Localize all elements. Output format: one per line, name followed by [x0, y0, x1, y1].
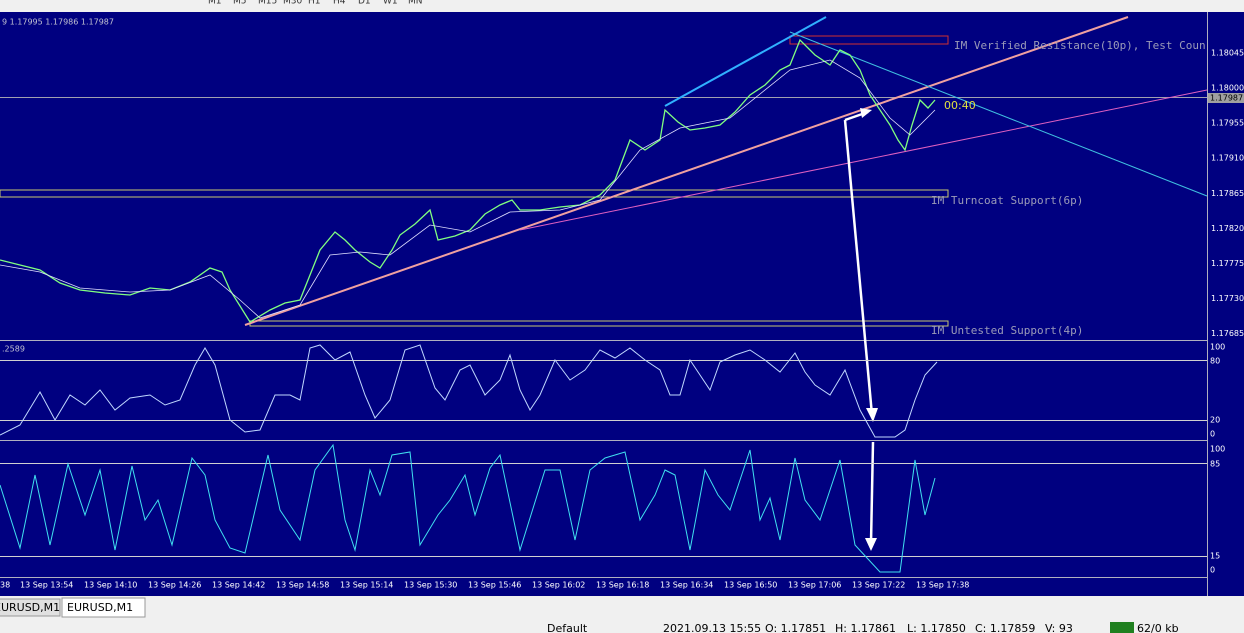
annotation-arrow — [843, 119, 874, 416]
price-label: 1.18000 — [1211, 84, 1244, 93]
trend-line — [664, 16, 827, 107]
trend-line — [789, 31, 1208, 197]
resistance-zone — [789, 35, 949, 45]
timeframe-button: M15 — [258, 0, 277, 7]
time-label: 13 Sep 14:42 — [212, 581, 265, 590]
price-label: 1.17820 — [1211, 224, 1244, 233]
time-label: 13 Sep 17:38 — [916, 581, 969, 590]
time-label: 13 Sep 16:18 — [596, 581, 649, 590]
timeframe-button: W1 — [383, 0, 398, 7]
trend-line — [244, 16, 1129, 326]
time-label: 13 Sep 16:50 — [724, 581, 777, 590]
status-item: 62/0 kb — [1137, 622, 1179, 633]
time-label: 13 Sep 16:34 — [660, 581, 713, 590]
time-label: 13 Sep 17:22 — [852, 581, 905, 590]
zone-label: IM Turncoat Support(6p) — [931, 194, 1083, 207]
price-label: 1.17910 — [1211, 154, 1244, 163]
status-item: H: 1.17861 — [835, 622, 896, 633]
timeframe-button: H4 — [333, 0, 346, 7]
trend-line — [519, 89, 1208, 231]
osc-axis-label: 80 — [1210, 357, 1220, 366]
status-item: O: 1.17851 — [765, 622, 826, 633]
price-label: 1.17685 — [1211, 329, 1244, 338]
time-label: 13 Sep 15:46 — [468, 581, 521, 590]
connection-indicator — [1110, 622, 1134, 633]
price-label: 1.18045 — [1211, 49, 1244, 58]
price-label: 1.17865 — [1211, 189, 1244, 198]
timeframe-button: MN — [408, 0, 423, 7]
bottom-panel — [0, 597, 1244, 633]
countdown: 00:40 — [944, 99, 976, 112]
oscillator-line — [0, 344, 938, 438]
time-label: 13 Sep 14:58 — [276, 581, 329, 590]
indicator-label: .2589 — [2, 345, 25, 354]
moving-average — [0, 59, 936, 319]
arrow-head — [866, 408, 878, 422]
time-label: 13 Sep 14:26 — [148, 581, 201, 590]
time-label: 13 Sep 14:10 — [84, 581, 137, 590]
osc-axis-label: 20 — [1210, 416, 1220, 425]
tab — [0, 598, 61, 617]
status-item: C: 1.17859 — [975, 622, 1035, 633]
tab-label: EURUSD,M1 — [0, 601, 60, 614]
osc-axis-label: 85 — [1210, 460, 1220, 469]
ohlc-info: 9 1.17995 1.17986 1.17987 — [2, 18, 114, 27]
status-item: V: 93 — [1045, 622, 1073, 633]
time-label: 13 Sep 16:02 — [532, 581, 585, 590]
arrow-head — [860, 108, 872, 118]
status-item: Default — [547, 622, 588, 633]
price-marker — [1208, 93, 1244, 103]
annotation-arrow — [869, 441, 875, 544]
zone-label: IM Verified Resistance(10p), Test Coun — [954, 39, 1206, 52]
time-label: 13 Sep 13:54 — [20, 581, 73, 590]
price-label: 1.17730 — [1211, 294, 1244, 303]
osc-axis-label: 0 — [1210, 566, 1215, 575]
timeframe-button: M5 — [233, 0, 247, 7]
support-zone — [0, 189, 949, 198]
timeframe-button: M1 — [208, 0, 222, 7]
time-label: 38 — [0, 581, 10, 590]
status-item: 2021.09.13 15:55 — [663, 622, 761, 633]
time-label: 13 Sep 17:06 — [788, 581, 841, 590]
price-label: 1.17955 — [1211, 119, 1244, 128]
arrow-head — [865, 538, 877, 551]
osc-axis-label: 100 — [1210, 445, 1225, 454]
current-price: 1.17987 — [1210, 94, 1243, 103]
osc-axis-label: 0 — [1210, 430, 1215, 439]
timeframe-button: D1 — [358, 0, 371, 7]
tab-label: EURUSD,M1 — [67, 601, 133, 614]
toolbar — [0, 0, 1244, 12]
osc-axis-label: 100 — [1210, 343, 1225, 352]
time-label: 13 Sep 15:30 — [404, 581, 457, 590]
osc-axis-label: 15 — [1210, 552, 1220, 561]
price-label: 1.17775 — [1211, 259, 1244, 268]
chart-area — [0, 12, 1244, 596]
time-label: 13 Sep 15:14 — [340, 581, 393, 590]
timeframe-button: H1 — [308, 0, 321, 7]
status-item: L: 1.17850 — [907, 622, 966, 633]
timeframe-button: M30 — [283, 0, 302, 7]
zone-label: IM Untested Support(4p) — [931, 324, 1083, 337]
price-series — [0, 38, 936, 323]
oscillator-line — [0, 443, 936, 573]
tab-active[interactable] — [61, 597, 146, 618]
